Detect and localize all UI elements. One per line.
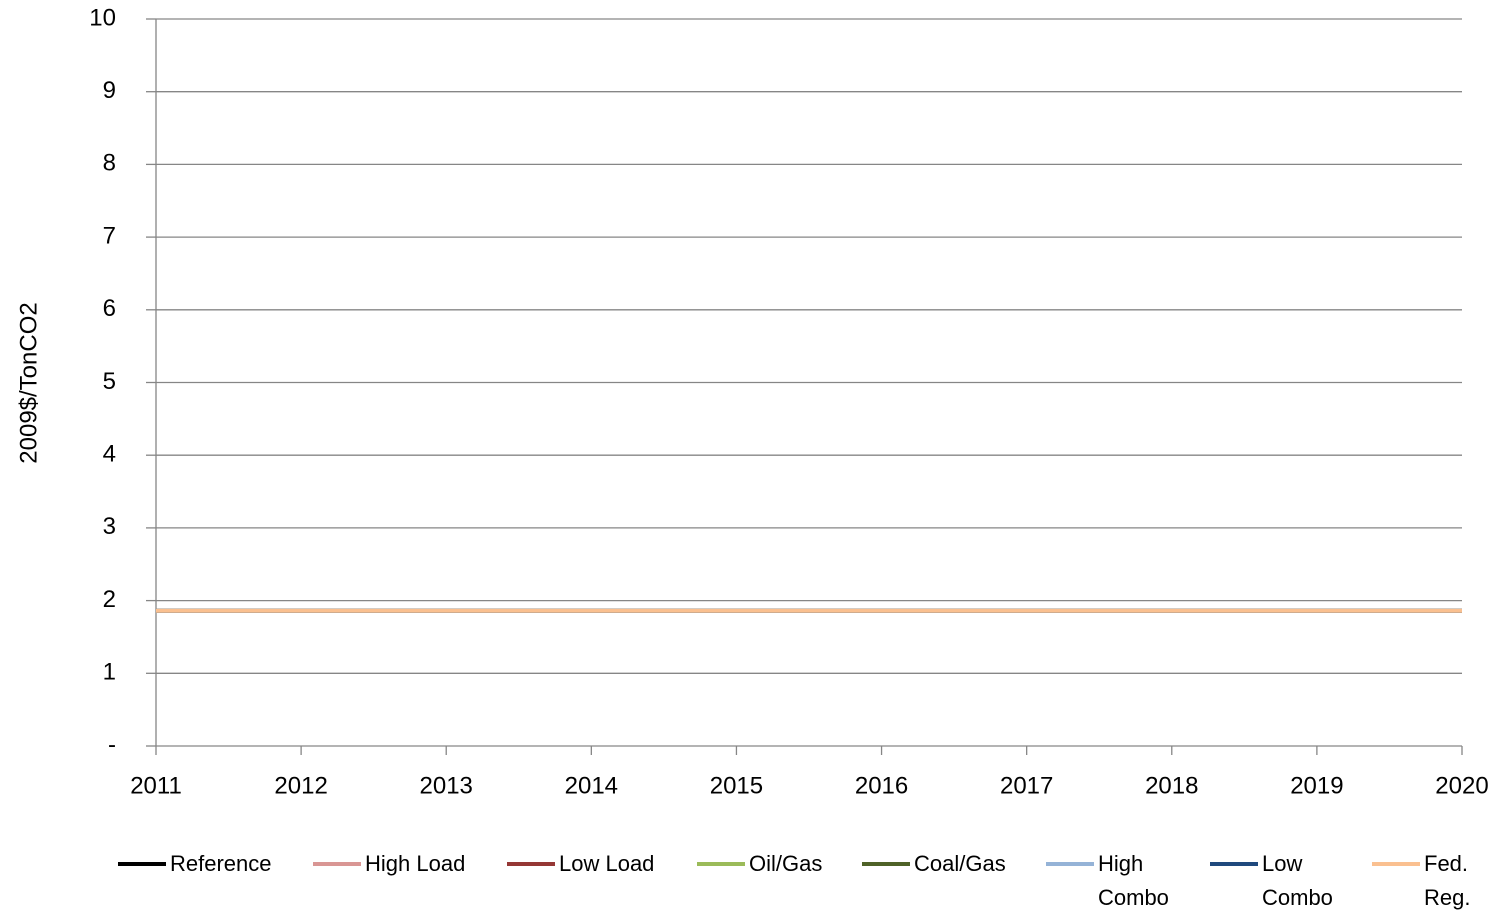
y-tick-label: 7 [103, 222, 116, 249]
legend-swatch [1372, 862, 1420, 866]
legend-label: Low Load [559, 851, 655, 876]
y-tick-label: 3 [103, 513, 116, 540]
x-tick-label: 2013 [420, 772, 473, 799]
legend-entry: High Load [313, 847, 465, 881]
y-tick-label: - [108, 731, 116, 758]
legend-entry: Fed. Reg. [1372, 847, 1486, 912]
legend-swatch [1210, 862, 1258, 866]
legend-label: Fed. Reg. [1424, 851, 1471, 910]
legend-entry: Low Combo [1210, 847, 1333, 912]
legend-label: Low Combo [1262, 851, 1333, 910]
x-tick-label: 2012 [274, 772, 327, 799]
legend-entry: Reference [118, 847, 272, 881]
y-tick-label: 5 [103, 368, 116, 395]
legend-entry: High Combo [1046, 847, 1169, 912]
y-tick-label: 1 [103, 659, 116, 686]
x-tick-label: 2015 [710, 772, 763, 799]
legend-label: High Combo [1098, 851, 1169, 910]
legend-label: Oil/Gas [749, 851, 823, 876]
y-tick-label: 2 [103, 586, 116, 613]
legend-swatch [1046, 862, 1094, 866]
y-tick-label: 6 [103, 295, 116, 322]
x-tick-label: 2019 [1290, 772, 1343, 799]
legend-swatch [313, 862, 361, 866]
y-tick-label: 4 [103, 441, 116, 468]
y-tick-label: 10 [89, 4, 116, 31]
x-tick-label: 2017 [1000, 772, 1053, 799]
legend-swatch [118, 862, 166, 866]
x-tick-label: 2018 [1145, 772, 1198, 799]
x-tick-label: 2011 [130, 772, 182, 799]
x-tick-label: 2020 [1435, 772, 1488, 799]
legend-label: High Load [365, 851, 466, 876]
x-tick-label: 2014 [565, 772, 618, 799]
y-tick-label: 9 [103, 77, 116, 104]
y-axis-title: 2009$/TonCO2 [15, 302, 42, 463]
legend-label: Coal/Gas [914, 851, 1006, 876]
legend-swatch [697, 862, 745, 866]
legend-swatch [862, 862, 910, 866]
x-tick-label: 2016 [855, 772, 908, 799]
legend-label: Reference [170, 851, 272, 876]
legend-entry: Coal/Gas [862, 847, 1006, 881]
y-tick-label: 8 [103, 150, 116, 177]
legend-entry: Low Load [507, 847, 654, 881]
legend-swatch [507, 862, 555, 866]
legend-entry: Oil/Gas [697, 847, 822, 881]
